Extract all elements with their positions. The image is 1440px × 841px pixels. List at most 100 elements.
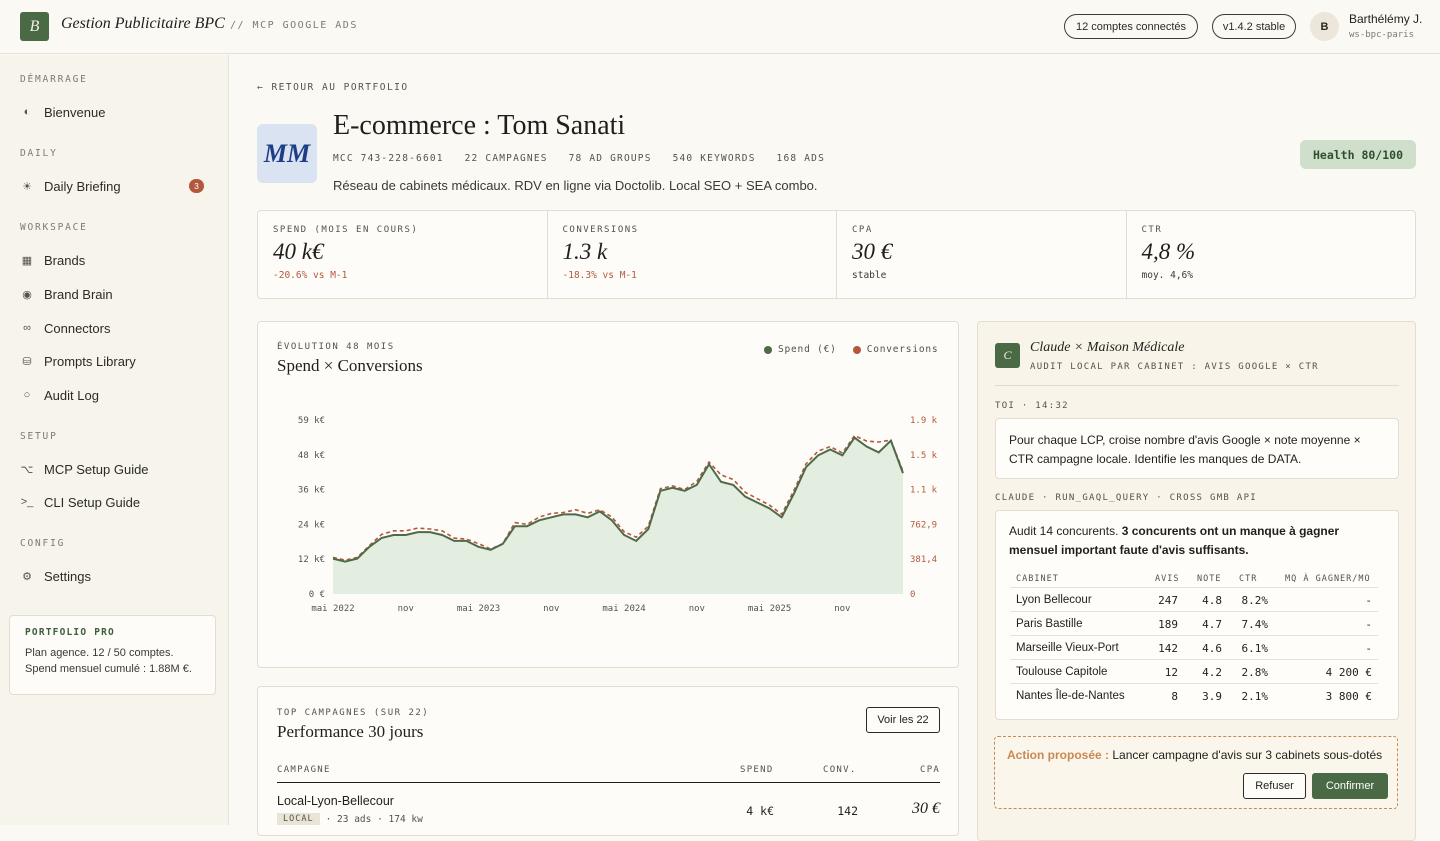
- kpi-conversions: CONVERSIONS 1.3 k -18.3% vs M-1: [548, 211, 837, 298]
- cell-note: 4.7: [1202, 618, 1222, 631]
- user-message-bubble: Pour chaque LCP, croise nombre d'avis Go…: [995, 418, 1399, 479]
- user-message-text: Pour chaque LCP, croise nombre d'avis Go…: [1009, 433, 1361, 466]
- kpi-label: CONVERSIONS: [562, 225, 639, 235]
- cell-note: 3.9: [1202, 690, 1222, 703]
- spend-line: [332, 436, 904, 563]
- claude-reply-plain: Audit 14 concurents.: [1009, 524, 1122, 538]
- campaigns-title: Performance 30 jours: [277, 722, 424, 741]
- col-header-cpa[interactable]: CPA: [920, 765, 941, 775]
- y-right-tick-label: 1.5 k: [910, 451, 938, 461]
- legend-spend-dot: [764, 345, 772, 354]
- y-left-tick-label: 59 k€: [298, 416, 325, 426]
- portfolio-promo-card[interactable]: PORTFOLIO PRO Plan agence. 12 / 50 compt…: [9, 615, 216, 695]
- sidebar-item-settings[interactable]: ⚙ Settings: [14, 563, 214, 589]
- cell-mq: -: [1365, 642, 1372, 655]
- x-tick-label: nov: [834, 604, 850, 614]
- cell-ctr: 6.1%: [1241, 642, 1269, 655]
- mcc-id: MCC 743-228-6601: [333, 153, 444, 164]
- spend-area-fill: [333, 437, 903, 594]
- table-row[interactable]: Local-Lyon-Bellecour LOCAL · 23 ads · 17…: [277, 787, 940, 831]
- campaign-cpa: 30 €: [912, 800, 940, 817]
- kpi-delta: stable: [852, 270, 887, 281]
- sidebar-item-label: CLI Setup Guide: [44, 494, 141, 510]
- connected-accounts-pill[interactable]: 12 comptes connectés: [1064, 14, 1198, 39]
- campaign-name[interactable]: Local-Lyon-Bellecour: [277, 794, 394, 808]
- y-left-tick-label: 12 k€: [298, 555, 325, 565]
- col-header-conv[interactable]: CONV.: [823, 765, 857, 775]
- sidebar-section-title: WORKSPACE: [20, 222, 88, 233]
- table-row: Toulouse Capitole 12 4.2 2.8% 4 200 €: [1010, 659, 1378, 683]
- table-row: Marseille Vieux-Port 142 4.6 6.1% -: [1010, 635, 1378, 659]
- sidebar-section-title: CONFIG: [20, 538, 66, 549]
- cell-ctr: 7.4%: [1241, 618, 1269, 631]
- table-row: Nantes Île-de-Nantes 8 3.9 2.1% 3 800 €: [1010, 683, 1378, 707]
- kpi-label: CPA: [852, 225, 873, 235]
- terminal-icon: >_: [20, 496, 34, 508]
- spend-conversions-chart: 0 € 12 k€ 24 k€ 36 k€ 48 k€ 59 k€ 0 381,4 762,9 1…: [298, 416, 938, 614]
- kpi-strip: SPEND (MOIS EN COURS) 40 k€ -20.6% vs M-…: [257, 210, 1416, 299]
- sidebar-item-connectors[interactable]: ∞ Connectors: [14, 315, 214, 341]
- cell-cabinet: Toulouse Capitole: [1016, 666, 1108, 678]
- sidebar-item-audit-log[interactable]: ○ Audit Log: [14, 382, 214, 408]
- user-name[interactable]: Barthélémy J.: [1349, 12, 1423, 26]
- evolution-chart-card: ÉVOLUTION 48 MOIS Spend × Conversions Sp…: [257, 321, 959, 668]
- promo-title: PORTFOLIO PRO: [25, 627, 115, 638]
- sidebar-section-title: DAILY: [20, 148, 58, 159]
- top-campaigns-card: TOP CAMPAGNES (SUR 22) Performance 30 jo…: [257, 686, 959, 836]
- app-logo[interactable]: B: [20, 12, 49, 41]
- conversions-line: [332, 434, 904, 561]
- th-mq: MQ À GAGNER/MO: [1285, 574, 1371, 584]
- proposed-action-label: Action proposée :: [1007, 748, 1110, 762]
- half-circle-icon: ◐: [23, 106, 31, 118]
- cell-avis: 189: [1158, 618, 1178, 631]
- refuse-button[interactable]: Refuser: [1243, 773, 1306, 799]
- target-icon: ◉: [22, 288, 32, 301]
- sidebar-item-label: Daily Briefing: [44, 178, 121, 194]
- assistant-logo: C: [995, 343, 1020, 368]
- table-row: Paris Bastille 189 4.7 7.4% -: [1010, 611, 1378, 635]
- x-tick-label: mai 2023: [457, 604, 500, 614]
- cell-cabinet: Lyon Bellecour: [1016, 594, 1092, 606]
- workspace-id: ws-bpc-paris: [1349, 30, 1415, 40]
- page-title: E-commerce : Tom Sanati: [333, 110, 626, 141]
- sidebar-item-prompts-library[interactable]: ⛁ Prompts Library: [14, 348, 214, 374]
- x-tick-label: nov: [543, 604, 559, 614]
- brand-meta: MCC 743-228-6601 22 CAMPAGNES 78 AD GROU…: [333, 153, 839, 164]
- confirm-button[interactable]: Confirmer: [1312, 773, 1388, 799]
- claude-reply-text: Audit 14 concurents. 3 concurents ont un…: [1009, 522, 1389, 560]
- sidebar-item-mcp-setup-guide[interactable]: ⌥ MCP Setup Guide: [14, 456, 214, 482]
- kpi-label: SPEND (MOIS EN COURS): [273, 225, 419, 235]
- version-pill[interactable]: v1.4.2 stable: [1212, 14, 1296, 39]
- cell-mq: 4 200 €: [1325, 666, 1372, 679]
- y-right-tick-label: 762,9: [910, 520, 937, 530]
- sidebar-section-title: SETUP: [20, 431, 58, 442]
- sidebar-item-label: Audit Log: [44, 387, 99, 403]
- campaigns-eyebrow: TOP CAMPAGNES (SUR 22): [277, 708, 430, 718]
- back-to-portfolio-link[interactable]: ← RETOUR AU PORTFOLIO: [257, 82, 409, 93]
- ad-count: 168 ADS: [776, 153, 825, 164]
- claude-reply-bold: 3 concurents ont un manque à gagner mens…: [1009, 524, 1340, 557]
- promo-line-plan: Plan agence. 12 / 50 comptes.: [25, 647, 174, 659]
- assistant-divider: [995, 385, 1399, 386]
- col-header-campaign[interactable]: CAMPAGNE: [277, 765, 331, 775]
- avatar[interactable]: B: [1310, 12, 1339, 41]
- sidebar-item-brand-brain[interactable]: ◉ Brand Brain: [14, 281, 214, 307]
- proposed-action-text: Action proposée : Lancer campagne d'avis…: [1007, 748, 1382, 762]
- y-right-tick-label: 381,4: [910, 555, 937, 565]
- campaign-count: 22 CAMPAGNES: [464, 153, 548, 164]
- view-all-campaigns-button[interactable]: Voir les 22: [866, 707, 940, 733]
- x-tick-label: mai 2024: [602, 604, 645, 614]
- chart-title: Spend × Conversions: [277, 356, 423, 375]
- cell-ctr: 2.8%: [1241, 666, 1269, 679]
- sidebar-item-bienvenue[interactable]: ◐ Bienvenue: [14, 99, 214, 125]
- square-icon: ▦: [21, 254, 33, 267]
- cell-ctr: 2.1%: [1241, 690, 1269, 703]
- claude-message-bubble: Audit 14 concurents. 3 concurents ont un…: [995, 510, 1399, 720]
- sidebar-item-label: Settings: [44, 568, 91, 584]
- sidebar-item-cli-setup-guide[interactable]: >_ CLI Setup Guide: [14, 489, 214, 515]
- sidebar-item-brands[interactable]: ▦ Brands: [14, 247, 214, 273]
- kpi-value: 40 k€: [273, 239, 324, 264]
- sidebar-item-daily-briefing[interactable]: ☀ Daily Briefing 3: [14, 173, 214, 199]
- col-header-spend[interactable]: SPEND: [740, 765, 774, 775]
- kpi-spend: SPEND (MOIS EN COURS) 40 k€ -20.6% vs M-…: [258, 211, 548, 298]
